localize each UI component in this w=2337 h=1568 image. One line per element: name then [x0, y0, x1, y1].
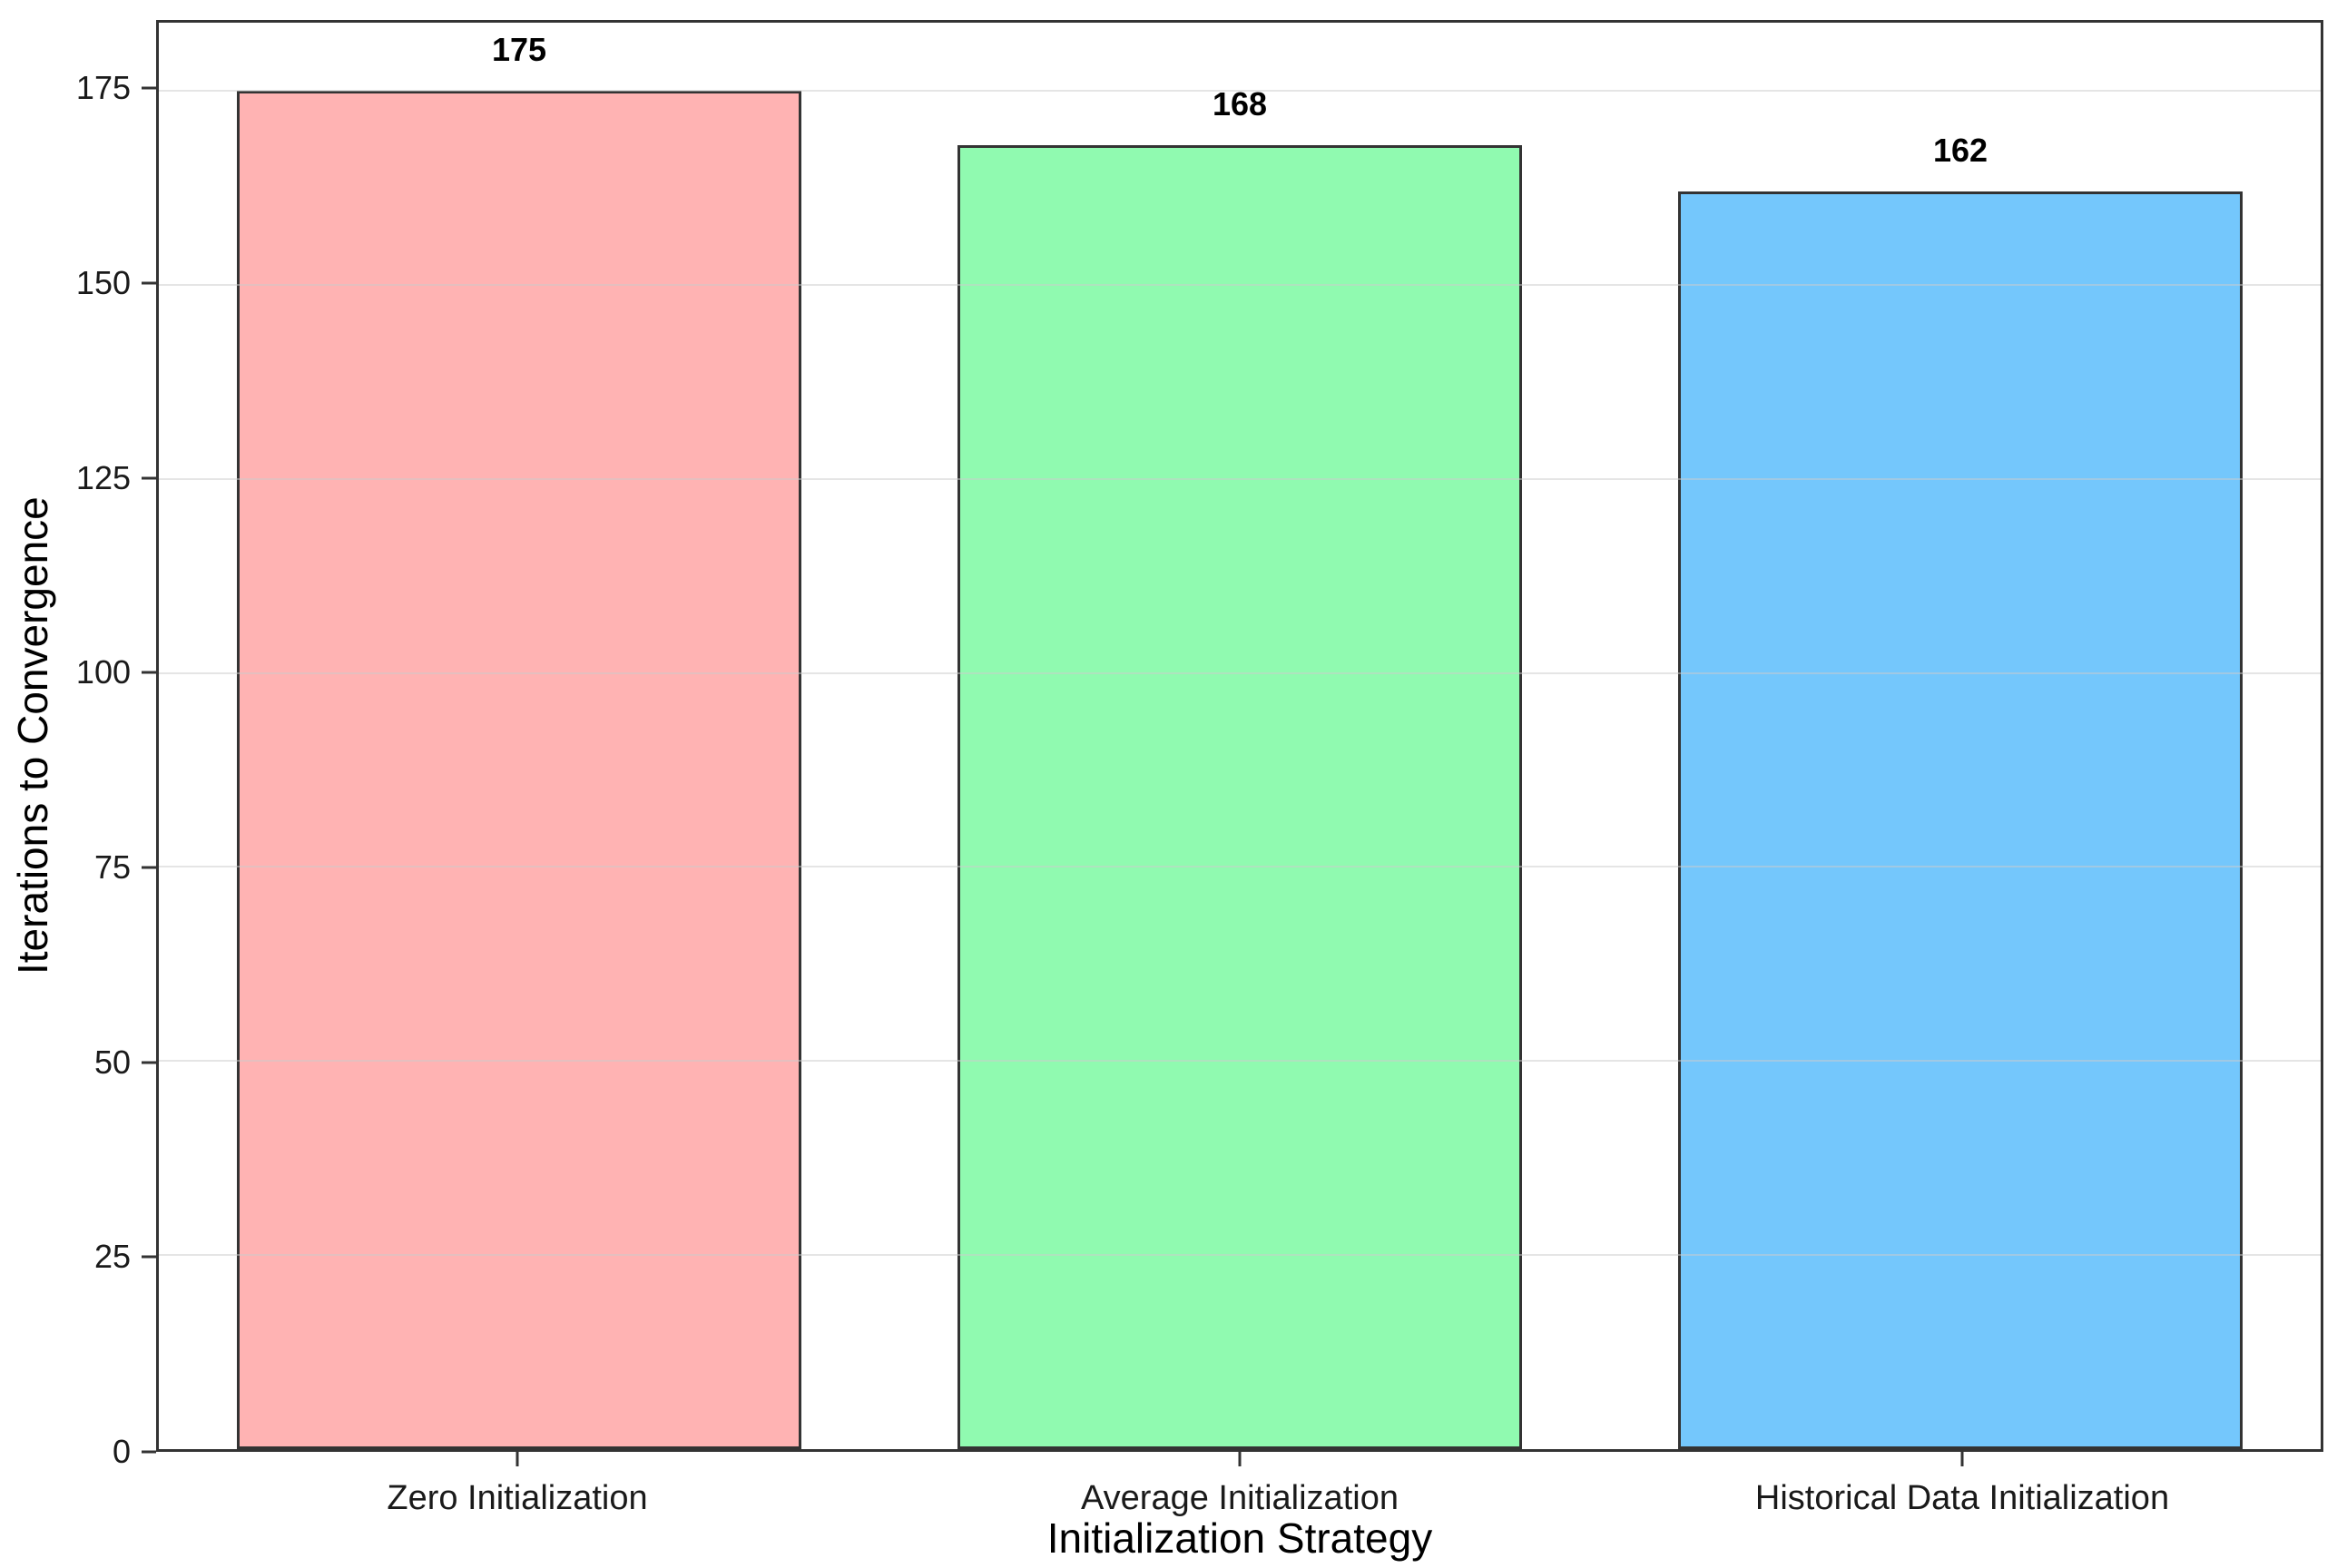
- y-tick-mark: [142, 1450, 156, 1454]
- y-tick-mark: [142, 1061, 156, 1064]
- plot-area: 175 168 162: [156, 20, 2323, 1452]
- gridline: [159, 283, 2321, 286]
- bar-value-label: 162: [1932, 132, 1988, 170]
- y-tick-mark: [142, 476, 156, 480]
- gridline: [159, 477, 2321, 480]
- bar-zero-initialization: [237, 90, 801, 1449]
- y-axis-ticks: 0 25 50 75 100 125 150 175: [0, 20, 156, 1468]
- x-tick-label: Historical Data Initialization: [1754, 1479, 2170, 1517]
- bar-average-initialization: [957, 144, 1522, 1449]
- y-tick-label: 50: [93, 1043, 131, 1081]
- bar-value-label: 168: [1212, 84, 1268, 122]
- y-tick-label: 75: [93, 848, 131, 886]
- gridline: [159, 1254, 2321, 1257]
- y-tick-label: 0: [112, 1433, 131, 1470]
- x-tick-mark: [516, 1452, 519, 1466]
- gridline: [159, 1060, 2321, 1063]
- y-tick-label: 175: [75, 69, 131, 107]
- x-tick-label: Average Initialization: [1081, 1479, 1399, 1517]
- y-tick-mark: [142, 866, 156, 869]
- x-axis-title: Initialization Strategy: [1046, 1514, 1433, 1562]
- y-tick-label: 150: [75, 263, 131, 301]
- y-tick-label: 100: [75, 653, 131, 691]
- x-tick-mark: [1238, 1452, 1242, 1466]
- y-tick-mark: [142, 671, 156, 674]
- y-tick-label: 125: [75, 458, 131, 496]
- y-tick-mark: [142, 86, 156, 90]
- y-tick-mark: [142, 281, 156, 285]
- y-tick-label: 25: [93, 1238, 131, 1276]
- x-axis-ticks: Zero Initialization Average Initializatio…: [156, 1452, 2323, 1561]
- x-tick-label: Zero Initialization: [387, 1479, 648, 1517]
- y-tick-mark: [142, 1255, 156, 1259]
- bar-historical-data-initialization: [1678, 191, 2243, 1449]
- gridline: [159, 671, 2321, 674]
- gridline: [159, 89, 2321, 92]
- bar-value-label: 175: [491, 30, 547, 68]
- gridline: [159, 866, 2321, 868]
- x-tick-mark: [1960, 1452, 1964, 1466]
